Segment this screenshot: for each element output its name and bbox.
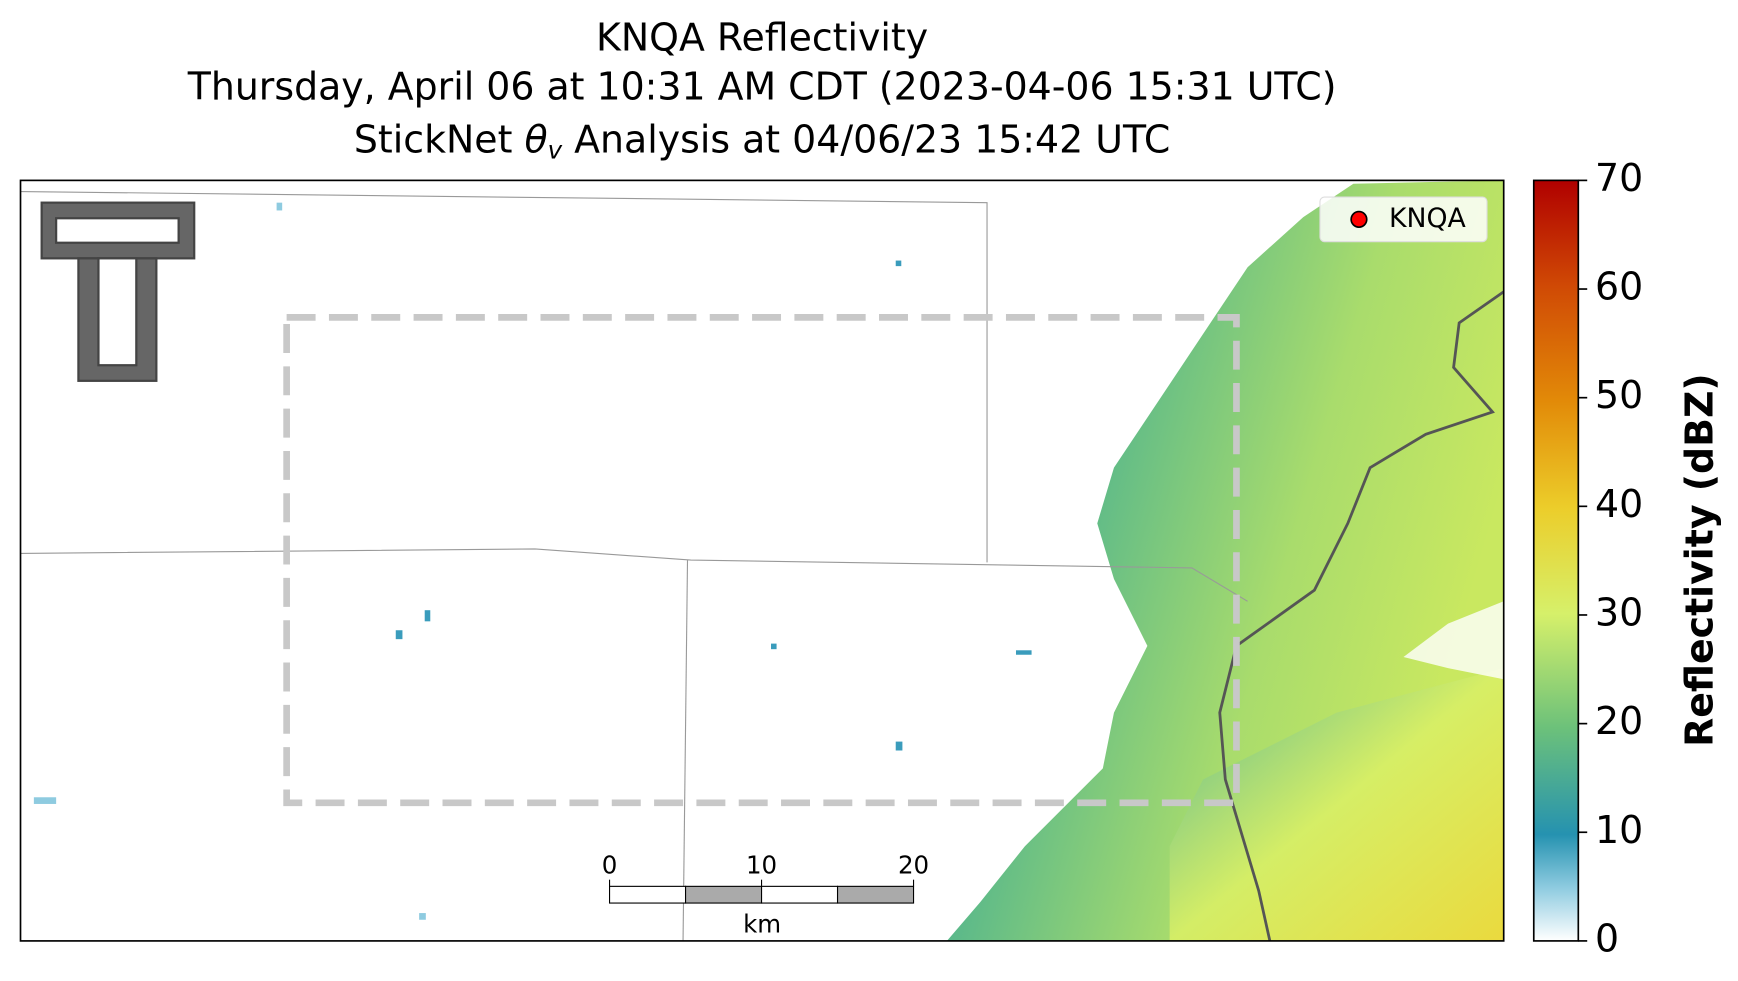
legend-box	[1319, 196, 1488, 243]
colorbar-tick-label: 50	[1595, 373, 1643, 417]
analysis-prefix: StickNet	[354, 117, 525, 161]
legend-label: KNQA	[1389, 203, 1467, 234]
map-frame	[19, 179, 1505, 942]
scale-segment	[684, 885, 763, 904]
scale-bar: 0 10 20	[602, 850, 929, 904]
theta: θ	[524, 117, 547, 161]
scale-tick-label: 20	[898, 850, 929, 879]
colorbar-tick-label: 20	[1595, 699, 1643, 743]
subtitle: Thursday, April 06 at 10:31 AM CDT (2023…	[187, 65, 1337, 109]
scale-tick-label: 10	[746, 850, 777, 879]
colorbar-tick-label: 10	[1595, 808, 1643, 852]
colorbar-tick-label: 70	[1595, 156, 1643, 200]
scale-segment	[608, 885, 687, 904]
colorbar-ticks: 0 10 20 30 40 50 60 70	[1578, 156, 1643, 960]
boundaries	[20, 190, 1248, 941]
colorbar-label: Reflectivity (dBZ)	[1677, 373, 1721, 747]
colorbar-tick-label: 0	[1595, 916, 1619, 960]
colorbar-tick-label: 40	[1595, 482, 1643, 526]
radar-gap	[1403, 601, 1504, 680]
title: KNQA Reflectivity	[596, 16, 928, 60]
scale-segment	[760, 885, 839, 904]
scale-tick-label: 0	[602, 850, 618, 879]
analysis-domain	[283, 314, 1240, 807]
county-road	[1218, 290, 1504, 941]
ttu-logo	[40, 201, 196, 382]
analysis-suffix: Analysis at 04/06/23 15:42 UTC	[562, 117, 1170, 161]
analysis-title: StickNet θv Analysis at 04/06/23 15:42 U…	[354, 117, 1170, 165]
theta-subscript: v	[548, 135, 563, 164]
radar-speckles	[33, 202, 1032, 920]
scale-unit: km	[743, 909, 781, 938]
scale-segment	[836, 885, 915, 904]
map	[20, 180, 1504, 941]
legend-marker	[1350, 210, 1368, 228]
colorbar	[1532, 179, 1580, 942]
colorbar-tick-label: 30	[1595, 590, 1643, 634]
colorbar-tick-label: 60	[1595, 265, 1643, 309]
